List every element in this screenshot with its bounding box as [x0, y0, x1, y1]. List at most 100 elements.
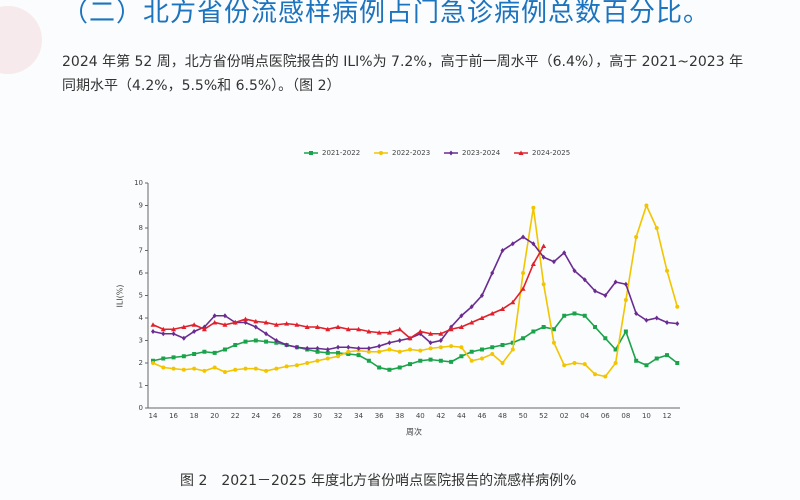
legend-label: 2024-2025 [532, 149, 570, 157]
marker [325, 326, 331, 332]
marker [346, 344, 351, 350]
marker [336, 344, 341, 350]
marker [305, 345, 310, 351]
marker [510, 347, 515, 352]
x-tick-label: 18 [190, 412, 199, 420]
marker [294, 363, 299, 368]
marker [202, 368, 207, 373]
marker [531, 205, 536, 210]
marker [593, 372, 598, 377]
marker [397, 326, 403, 332]
caption: 图 2 2021－2025 年度北方省份哨点医院报告的流感样病例% [180, 473, 577, 489]
marker [469, 320, 475, 325]
x-tick-label: 32 [334, 412, 343, 420]
marker [562, 363, 567, 368]
marker [397, 349, 402, 354]
marker [171, 355, 176, 360]
x-tick-label: 46 [477, 412, 486, 420]
marker [459, 345, 464, 350]
marker [593, 325, 598, 329]
marker [438, 331, 444, 336]
marker [264, 368, 269, 373]
marker [428, 340, 433, 346]
series-line [152, 245, 545, 340]
marker [449, 344, 454, 349]
y-tick-label: 5 [139, 292, 143, 300]
marker [212, 313, 217, 319]
marker [294, 322, 300, 327]
x-tick-label: 22 [231, 412, 240, 420]
marker [274, 338, 279, 343]
marker [521, 271, 526, 275]
marker [593, 288, 598, 294]
marker [397, 338, 402, 343]
marker [510, 340, 515, 345]
marker [243, 339, 248, 344]
x-tick-label: 50 [519, 412, 528, 420]
y-tick-label: 1 [139, 382, 143, 390]
marker [634, 235, 639, 239]
marker [181, 354, 186, 359]
x-tick-label: 14 [149, 412, 158, 420]
marker [572, 361, 577, 365]
x-axis-label: 周次 [406, 427, 422, 437]
marker [273, 322, 279, 327]
marker [161, 331, 166, 337]
marker [171, 326, 177, 332]
marker [284, 321, 290, 326]
marker [222, 313, 227, 319]
marker [541, 243, 547, 248]
legend-label: 2023-2024 [462, 149, 501, 157]
marker [171, 331, 176, 337]
marker [335, 324, 341, 329]
marker [315, 358, 320, 363]
marker [551, 259, 556, 265]
marker [562, 313, 567, 318]
marker [665, 353, 669, 358]
marker [202, 349, 207, 354]
y-tick-label: 6 [139, 269, 144, 277]
marker [408, 362, 412, 367]
marker [500, 306, 506, 311]
marker [428, 346, 433, 351]
marker [665, 320, 669, 325]
marker [377, 365, 382, 370]
marker [356, 326, 362, 332]
marker [387, 340, 392, 346]
marker [448, 326, 454, 332]
marker [490, 345, 495, 350]
marker [222, 347, 227, 352]
x-tick-label: 12 [663, 412, 672, 420]
marker [191, 322, 197, 327]
marker [613, 279, 618, 285]
marker [644, 363, 649, 368]
x-tick-label: 44 [457, 412, 466, 420]
x-tick-label: 08 [621, 412, 630, 420]
marker [222, 322, 228, 327]
marker [336, 350, 341, 355]
marker [418, 358, 423, 363]
x-tick-label: 48 [498, 412, 507, 420]
marker [644, 317, 649, 323]
x-tick-label: 52 [539, 412, 548, 420]
x-tick-label: 10 [642, 412, 651, 420]
marker [243, 366, 248, 371]
marker [314, 324, 320, 329]
marker [161, 365, 166, 370]
marker [469, 304, 474, 310]
marker [603, 374, 608, 379]
marker [613, 361, 618, 365]
series-line [152, 203, 679, 378]
x-tick-label: 20 [210, 412, 219, 420]
marker [181, 324, 187, 329]
marker [408, 347, 412, 352]
y-tick-label: 9 [139, 202, 143, 210]
legend-marker [449, 150, 453, 156]
marker [603, 336, 608, 341]
marker [654, 226, 659, 230]
marker [438, 345, 443, 350]
marker [346, 352, 351, 356]
marker [438, 338, 443, 343]
marker [212, 350, 217, 355]
